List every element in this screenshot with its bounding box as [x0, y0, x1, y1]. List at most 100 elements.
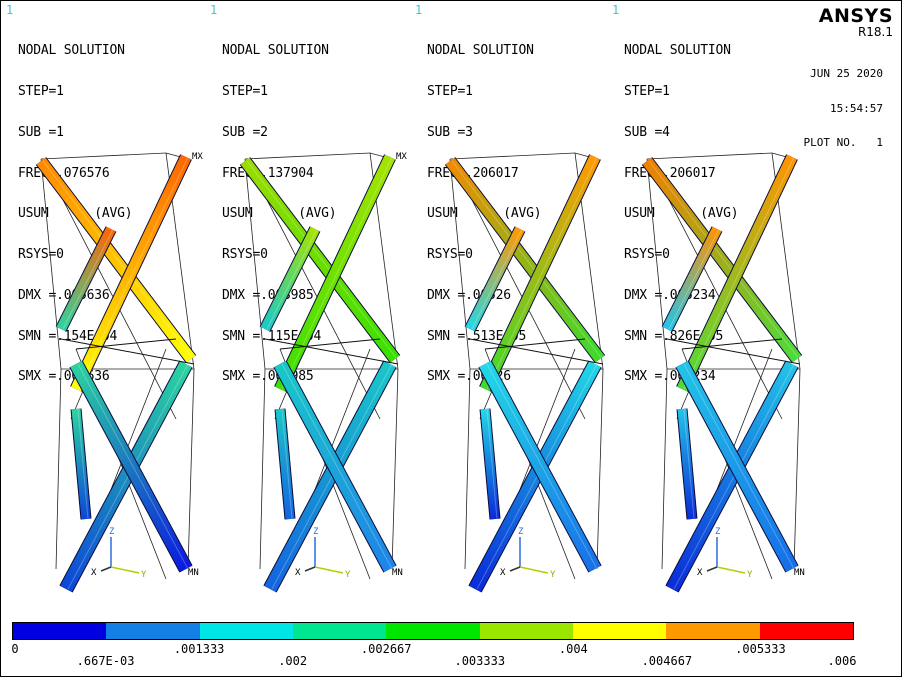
- wireframe-edge: [244, 158, 266, 370]
- beam-member: [264, 360, 396, 593]
- ring-member: [75, 338, 177, 350]
- legend-tick-label: .667E-03: [76, 654, 135, 668]
- wireframe-edge: [45, 166, 177, 420]
- triad-y-axis: [110, 566, 140, 574]
- brand-version: R18.1: [857, 25, 893, 39]
- triad-y-axis: [314, 566, 344, 574]
- wireframe-edge: [244, 152, 371, 160]
- window-number: 1: [612, 3, 620, 17]
- plot-number: PLOT NO. 1: [803, 136, 883, 149]
- wireframe-edge: [464, 368, 471, 570]
- legend-swatch: [666, 623, 760, 639]
- rsys-label: RSYS=0: [18, 247, 64, 263]
- triad-x-axis: [304, 566, 316, 572]
- beam-member: [677, 408, 697, 520]
- triad-x-label: X: [697, 568, 703, 578]
- beam-highlight: [281, 156, 393, 390]
- model-view-3: Z Y X: [425, 149, 630, 609]
- ring-member: [484, 338, 586, 350]
- legend-tick-label: .005333: [735, 642, 786, 656]
- beam-highlight: [471, 228, 523, 330]
- beam-member: [445, 157, 605, 363]
- legend-tick-label: .002: [278, 654, 308, 668]
- coordinate-triad: Z Y X: [295, 527, 351, 580]
- triad-z-label: Z: [313, 527, 319, 537]
- triad-z-label: Z: [109, 527, 115, 537]
- beam-highlight: [486, 156, 598, 390]
- structure-plot: MX MN Z Y X: [35, 152, 203, 593]
- triad-x-label: X: [91, 568, 97, 578]
- beam-member: [70, 360, 192, 573]
- sub-label: SUB =2: [222, 124, 268, 140]
- beam-member: [480, 154, 600, 392]
- triad-y-label: Y: [747, 570, 753, 580]
- rsys-label: RSYS=0: [427, 247, 473, 263]
- beam-highlight: [77, 363, 189, 570]
- legend-swatch: [386, 623, 480, 639]
- ring-member: [264, 338, 399, 365]
- contour-legend-ticks: 0 .667E-03 .001333 .002 .002667 .003333 .004 .0…: [1, 642, 901, 672]
- plot-meta: JUN 25 2020 15:54:57 PLOT NO. 1: [804, 45, 883, 172]
- legend-tick-label: .001333: [173, 642, 225, 656]
- beam-member: [71, 408, 91, 520]
- legend-swatch: [479, 623, 573, 639]
- triad-y-label: Y: [345, 570, 351, 580]
- rsys-label: RSYS=0: [624, 247, 670, 263]
- min-marker: MN: [392, 568, 403, 578]
- legend-tick-label: .004667: [641, 654, 693, 668]
- step-label: STEP=1: [624, 83, 670, 99]
- step-label: STEP=1: [427, 83, 473, 99]
- legend-swatch: [199, 623, 293, 639]
- wireframe-edge: [793, 368, 801, 570]
- solution-title: NODAL SOLUTION: [427, 43, 534, 59]
- step-label: STEP=1: [18, 83, 64, 99]
- brand-block: ANSYS R18.1: [819, 5, 893, 39]
- ring-member: [60, 338, 195, 365]
- beam-member: [642, 157, 802, 363]
- usum-label: USUM (AVG): [18, 206, 133, 222]
- window-number: 1: [6, 3, 14, 17]
- beam-member: [274, 360, 396, 573]
- wireframe-edge: [55, 368, 62, 570]
- beam-member: [260, 226, 320, 332]
- model-view-2: MX MN Z Y X: [220, 149, 425, 609]
- beam-highlight: [486, 363, 598, 570]
- beam-member: [480, 408, 500, 520]
- max-marker: MX: [396, 152, 407, 162]
- legend-tick-label: .004: [558, 642, 588, 656]
- brand-name: ANSYS: [818, 5, 893, 27]
- coordinate-triad: Z Y X: [91, 527, 147, 580]
- wireframe-edge: [449, 158, 471, 370]
- legend-tick-label: .002667: [360, 642, 412, 656]
- contour-legend-bar: [12, 622, 854, 640]
- wireframe-edge: [40, 158, 62, 370]
- window-number: 1: [210, 3, 218, 17]
- legend-tick-label: .006: [827, 654, 857, 668]
- beam-highlight: [683, 408, 695, 520]
- legend-tick-label: 0: [11, 642, 19, 656]
- beam-highlight: [42, 160, 194, 360]
- beam-highlight: [77, 408, 89, 520]
- triad-z-label: Z: [518, 527, 524, 537]
- beam-member: [36, 157, 196, 363]
- wireframe-edge: [391, 368, 399, 570]
- beam-member: [56, 226, 116, 332]
- beam-member: [676, 360, 798, 573]
- wireframe-edge: [454, 166, 586, 420]
- triad-x-label: X: [500, 568, 506, 578]
- beam-member: [60, 360, 192, 593]
- beam-member: [71, 154, 191, 392]
- legend-swatch: [106, 623, 200, 639]
- solution-title: NODAL SOLUTION: [222, 43, 329, 59]
- wireframe-edge: [646, 158, 668, 370]
- wireframe-edge: [40, 152, 167, 160]
- triad-y-label: Y: [550, 570, 556, 580]
- beam-highlight: [281, 408, 293, 520]
- triad-x-label: X: [295, 568, 301, 578]
- beam-highlight: [648, 160, 800, 360]
- beam-member: [240, 157, 400, 363]
- sub-label: SUB =4: [624, 124, 670, 140]
- model-view-4: MN Z Y X: [622, 149, 827, 609]
- structure-plot: MN Z Y X: [641, 152, 805, 593]
- wireframe-edge: [187, 368, 195, 570]
